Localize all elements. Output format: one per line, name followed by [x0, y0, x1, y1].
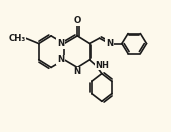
Text: N: N	[57, 39, 64, 48]
Text: N: N	[74, 67, 81, 76]
Text: O: O	[74, 16, 81, 25]
Text: CH₃: CH₃	[8, 34, 26, 43]
Text: N: N	[57, 55, 64, 64]
Text: N: N	[106, 39, 113, 48]
Text: NH: NH	[96, 61, 110, 70]
